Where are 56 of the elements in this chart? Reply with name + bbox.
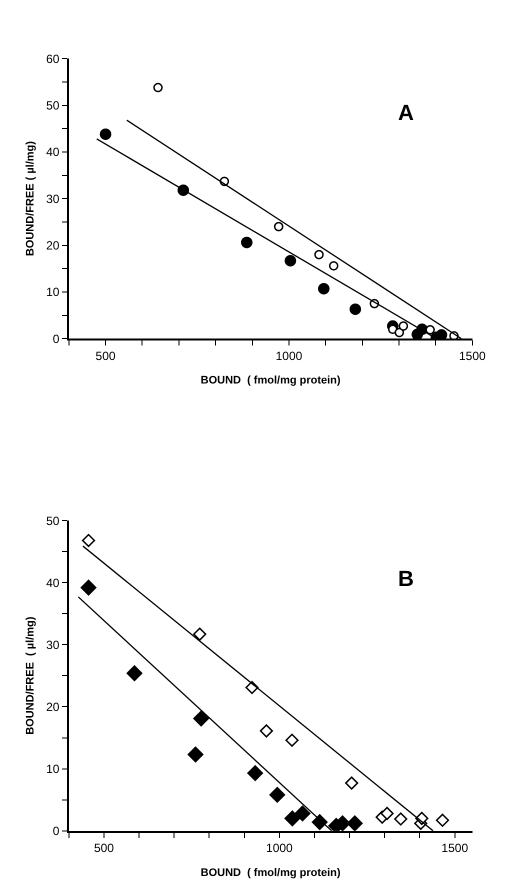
point bbox=[394, 328, 404, 338]
x-tick-label: 1500 bbox=[441, 841, 468, 856]
y-tick-label: 10 bbox=[46, 285, 60, 300]
point bbox=[312, 814, 328, 830]
y-tick-label: 20 bbox=[46, 700, 60, 714]
y-tick-label: 0 bbox=[52, 824, 60, 838]
point bbox=[100, 128, 112, 140]
point bbox=[80, 580, 96, 596]
y-tick-label: 30 bbox=[46, 638, 60, 652]
point bbox=[380, 806, 394, 820]
point bbox=[193, 628, 206, 641]
y-tick-label: 20 bbox=[46, 238, 60, 252]
point bbox=[328, 261, 338, 271]
x-tick-label: 500 bbox=[96, 349, 116, 364]
point bbox=[193, 710, 210, 726]
x-axis-title: BOUND ( fmol/mg protein) bbox=[200, 374, 341, 387]
point bbox=[247, 765, 264, 782]
point bbox=[394, 812, 408, 826]
y-tick-label: 30 bbox=[46, 192, 60, 206]
point bbox=[345, 776, 358, 790]
point bbox=[274, 222, 284, 232]
point bbox=[82, 534, 96, 548]
point bbox=[314, 250, 324, 260]
point bbox=[241, 236, 253, 248]
point bbox=[436, 814, 450, 827]
x-axis-title: BOUND ( fmol/mg protein) bbox=[200, 866, 341, 879]
annotation: B bbox=[398, 566, 414, 591]
x-tick-label: 1500 bbox=[458, 349, 486, 364]
y-tick-label: 60 bbox=[46, 52, 60, 66]
point bbox=[284, 254, 296, 266]
point bbox=[398, 321, 408, 331]
y-tick-label: 40 bbox=[46, 145, 60, 160]
annotation: A bbox=[398, 100, 414, 125]
y-tick-label: 40 bbox=[46, 576, 60, 590]
point bbox=[294, 806, 310, 822]
y-axis-title: BOUND/FREE ( µl/mg) bbox=[24, 616, 36, 735]
point bbox=[126, 665, 142, 682]
point bbox=[284, 810, 300, 826]
x-tick-label: 1000 bbox=[266, 841, 294, 856]
y-tick-label: 10 bbox=[46, 762, 60, 776]
y-axis-title: BOUND/FREE ( µl/mg) bbox=[24, 140, 36, 256]
point bbox=[260, 724, 273, 738]
point bbox=[285, 734, 299, 747]
point bbox=[153, 82, 163, 92]
x-tick-label: 500 bbox=[94, 841, 114, 856]
point bbox=[188, 746, 204, 762]
x-tick-label: 1000 bbox=[276, 349, 303, 364]
point bbox=[436, 329, 448, 339]
point bbox=[425, 325, 435, 334]
point bbox=[318, 282, 330, 294]
y-tick-label: 50 bbox=[46, 98, 60, 112]
point bbox=[269, 786, 286, 803]
point bbox=[346, 815, 363, 831]
point bbox=[350, 303, 362, 315]
y-tick-label: 50 bbox=[46, 514, 60, 528]
y-tick-label: 0 bbox=[52, 332, 60, 346]
